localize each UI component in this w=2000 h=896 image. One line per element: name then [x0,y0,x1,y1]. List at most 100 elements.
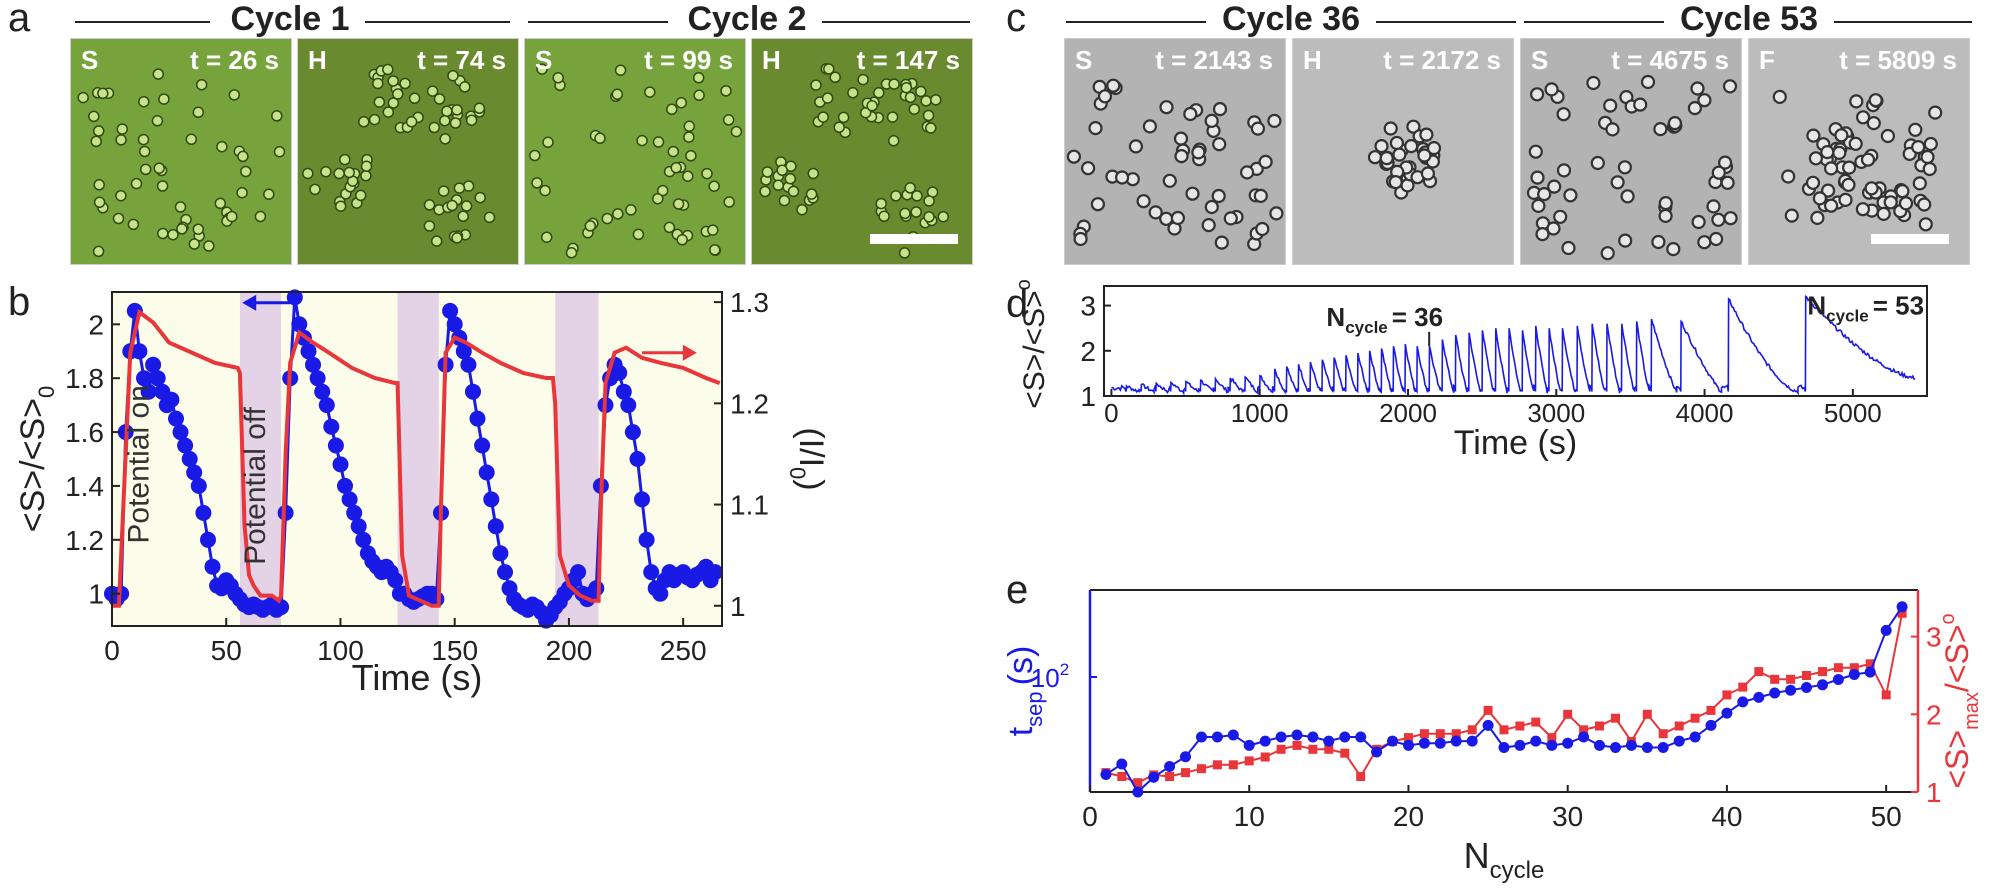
colloid-particle [685,150,697,162]
x-tick-label: 0 [1104,398,1118,428]
data-point-smax [1133,778,1143,788]
data-point-cluster-size [643,564,660,581]
y-tick-label-right: 1 [1926,777,1942,808]
colloid-particle [354,189,367,202]
colloid-particle [823,63,835,75]
colloid-particle [1855,202,1871,217]
colloid-particle [430,235,443,247]
colloid-particle [1204,199,1219,215]
header-rule [1834,21,1972,23]
x-tick-label: 4000 [1676,398,1734,428]
data-point-tsep [1355,731,1367,743]
colloid-particle [888,78,900,90]
colloid-particle [1073,231,1088,247]
scale-bar [1871,234,1949,244]
colloid-particle [759,185,771,198]
colloid-particle [886,111,899,123]
colloid-particle [195,78,208,91]
colloid-particle [761,166,774,178]
data-point-cluster-size [323,418,340,435]
colloid-particle [829,71,841,84]
colloid-particle [614,64,627,77]
colloid-particle [1537,187,1552,202]
micrograph-state-label: H [308,45,327,75]
x-axis-title: Time (s) [1454,424,1577,462]
data-point-tsep [1514,739,1526,751]
y-tick-label-right: 1.3 [730,287,769,318]
annotation-text: N [1326,302,1345,332]
data-point-cluster-size [455,343,472,360]
micrograph-state-label: S [81,45,99,75]
x-tick-label: 30 [1552,801,1583,832]
data-point-smax [1324,744,1334,754]
colloid-particle [1240,165,1255,180]
data-point-smax [1499,725,1509,735]
data-point-cluster-size [177,437,194,454]
y-tick-label-left: 1.2 [65,525,104,556]
colloid-particle [692,72,705,84]
colloid-particle [1633,97,1648,112]
colloid-particle [1912,176,1927,191]
data-point-tsep [1180,751,1191,763]
data-point-tsep [1132,786,1144,798]
colloid-particle [1214,235,1229,250]
colloid-particle [1530,170,1545,185]
x-axis-title: Time (s) [352,657,483,698]
colloid-particle [387,97,400,109]
cycle-1-header: Cycle 1 [230,0,350,38]
colloid-particle [1379,150,1394,166]
x-tick-label: 50 [1871,801,1902,832]
colloid-particle [925,122,937,134]
data-point-cluster-size [355,531,372,548]
colloid-particle [772,179,785,192]
panel-label-b: b [8,280,31,324]
data-point-smax [1117,772,1127,781]
colloid-particle [115,189,127,202]
y-axis-title-right: <S>max/<S>o [1937,613,1983,788]
colloid-particle [457,210,469,223]
colloid-particle [1864,181,1879,196]
colloid-particle [156,180,169,192]
data-point-cluster-size [305,356,321,373]
data-point-tsep [1403,739,1414,751]
colloid-particle [787,185,800,198]
micrograph-time-label: t = 99 s [644,45,733,75]
data-point-tsep [1196,731,1207,743]
colloid-particle [663,221,676,234]
data-point-cluster-size [611,364,628,381]
data-point-smax [1419,729,1429,739]
data-point-tsep [1418,737,1430,749]
colloid-particle [1922,161,1937,177]
y-tick-label-right: 2 [1926,699,1942,730]
header-rule [1066,21,1206,23]
colloid-particle [1544,82,1559,97]
colloid-particle [878,210,890,223]
data-point-cluster-size [200,531,216,548]
colloid-particle [1697,93,1712,108]
data-point-tsep [1721,707,1733,719]
data-point-cluster-size [588,580,605,597]
data-point-tsep [1864,666,1876,678]
data-point-smax [1865,659,1875,669]
colloid-particle [904,182,916,194]
data-point-smax [1706,705,1716,715]
data-point-cluster-size [314,383,331,400]
colloid-particle [399,77,411,90]
data-point-tsep [1291,729,1303,741]
data-point-smax [1340,748,1350,758]
colloid-particle [1772,89,1787,105]
colloid-particle [157,227,169,240]
x-tick-label: 250 [660,635,707,666]
micrograph-time-label: t = 4675 s [1611,45,1729,75]
colloid-particle [625,204,637,216]
data-point-cluster-size [620,397,637,414]
colloid-particle [1204,113,1219,129]
colloid-particle [382,63,394,76]
data-point-smax [1881,690,1891,700]
colloid-particle [1553,209,1568,224]
panel-label-d: d [1006,282,1029,326]
colloid-particle [1876,206,1891,221]
data-point-tsep [1434,737,1446,749]
colloid-particle [1667,115,1682,131]
x-tick-label: 5000 [1824,398,1882,428]
